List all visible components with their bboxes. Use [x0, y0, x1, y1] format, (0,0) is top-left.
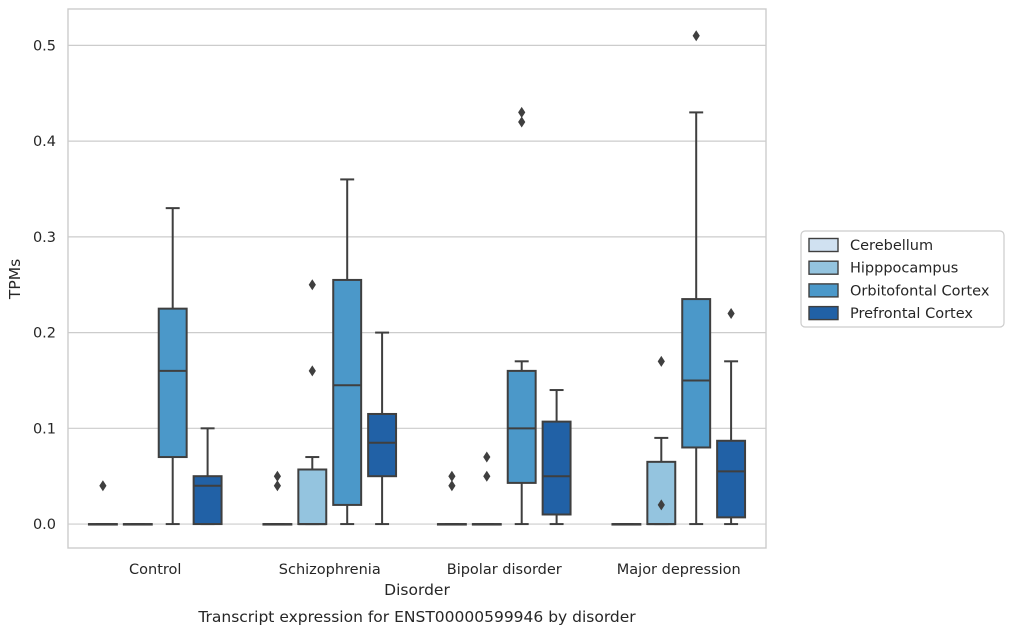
legend-swatch [808, 305, 839, 321]
outlier-point [727, 307, 735, 319]
box-3-1 [367, 331, 398, 526]
box-1-1 [297, 279, 328, 526]
legend-label: Orbitofontal Cortex [850, 283, 990, 299]
outlier-point [99, 480, 107, 492]
legend-label: Hipppocampus [850, 261, 958, 277]
x-tick-label: Schizophrenia [279, 562, 381, 578]
outlier-point [273, 480, 281, 492]
legend-swatch [808, 260, 839, 275]
box-3-0 [192, 427, 223, 526]
y-axis-ticks: 0.0 0.1 0.2 0.3 0.4 0.5 [33, 38, 56, 533]
box-3-2 [541, 389, 572, 526]
box-plot-series [87, 30, 747, 526]
x-tick-label: Major depression [617, 562, 741, 578]
x-tick-label: Control [129, 562, 181, 578]
y-tick-label: 0.4 [33, 134, 56, 150]
y-tick-label: 0.3 [33, 230, 56, 246]
box-body [297, 468, 328, 526]
box-2-1 [332, 178, 363, 526]
outlier-point [273, 470, 281, 482]
y-tick-label: 0.0 [33, 517, 56, 533]
y-tick-label: 0.2 [33, 326, 56, 342]
plot-frame [67, 8, 767, 549]
box-0-0 [87, 480, 118, 526]
outlier-point [448, 470, 456, 482]
box-body [192, 475, 223, 526]
box-1-3 [646, 355, 677, 526]
box-2-2 [506, 106, 537, 526]
box-body [646, 460, 677, 526]
box-body [716, 439, 747, 519]
legend-label: Prefrontal Cortex [850, 306, 973, 322]
box-0-1 [262, 470, 293, 526]
box-1-0 [122, 523, 153, 526]
outlier-point [308, 279, 316, 291]
box-body [157, 307, 188, 459]
box-2-0 [157, 207, 188, 526]
outlier-point [518, 106, 526, 118]
y-tick-label: 0.1 [33, 421, 56, 437]
box-3-3 [716, 307, 747, 526]
box-1-2 [471, 451, 502, 526]
legend: Cerebellum Hipppocampus Orbitofontal Corte… [800, 230, 1005, 328]
outlier-point [483, 470, 491, 482]
box-2-3 [681, 30, 712, 526]
box-0-2 [436, 470, 467, 526]
y-tick-label: 0.5 [33, 38, 56, 54]
x-tick-label: Bipolar disorder [447, 562, 562, 578]
legend-swatch [808, 283, 839, 298]
box-body [541, 420, 572, 516]
legend-swatch [808, 237, 839, 253]
outlier-point [448, 480, 456, 492]
box-body [681, 298, 712, 449]
outlier-point [657, 499, 665, 511]
outlier-point [308, 365, 316, 377]
outlier-point [657, 355, 665, 367]
x-axis-ticks: Control Schizophrenia Bipolar disorder Majo… [129, 562, 741, 578]
box-body [367, 412, 398, 478]
chart-caption: Transcript expression for ENST0000059994… [197, 608, 636, 626]
x-axis-label: Disorder [384, 581, 450, 599]
y-axis-label: TPMs [6, 259, 24, 300]
legend-frame [800, 230, 1005, 328]
box-0-3 [611, 523, 642, 526]
outlier-point [518, 116, 526, 128]
box-body [506, 369, 537, 484]
legend-label: Cerebellum [850, 238, 933, 254]
outlier-point [692, 30, 700, 42]
outlier-point [483, 451, 491, 463]
box-body [332, 278, 363, 506]
